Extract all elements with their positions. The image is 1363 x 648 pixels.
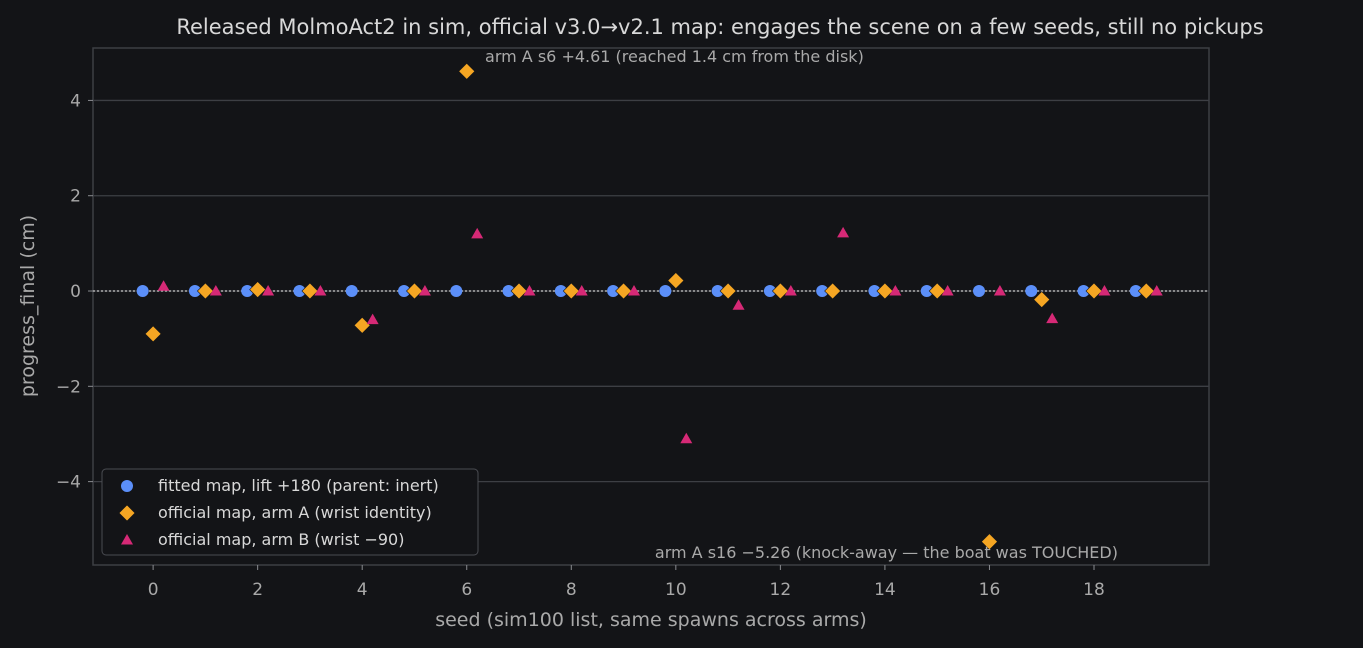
legend-label-1: fitted map, lift +180 (parent: inert)	[158, 476, 439, 495]
series-3-triangle-point	[418, 285, 431, 296]
series-1-circle-point	[293, 285, 306, 298]
series-3-triangle-point	[1046, 312, 1059, 324]
x-tick-label: 4	[357, 580, 368, 600]
series-1-circle-point	[763, 285, 776, 298]
series-2-diamond-point	[981, 533, 998, 551]
annotation-1: arm A s6 +4.61 (reached 1.4 cm from the …	[485, 47, 864, 66]
series-2-diamond-point	[928, 282, 946, 300]
series-3-triangle-point	[471, 227, 484, 239]
x-tick-label: 0	[148, 580, 159, 600]
series-2-diamond-point	[719, 282, 737, 300]
x-tick-label: 16	[979, 580, 1001, 600]
series-1-circle-point	[398, 285, 411, 298]
x-tick-label: 10	[665, 580, 687, 600]
series-3-triangle-point	[993, 285, 1006, 296]
series-2-diamond-point	[615, 282, 632, 300]
series-3-triangle-point	[889, 285, 902, 296]
series-3-triangle-point	[1098, 285, 1111, 296]
legend: fitted map, lift +180 (parent: inert) off…	[101, 468, 479, 556]
series-3-triangle-point	[209, 285, 222, 296]
y-tick-label: 4	[70, 91, 81, 111]
y-axis-label: progress_final (cm)	[17, 215, 39, 397]
series-1-circle-point	[554, 285, 567, 298]
series-2-diamond-point	[144, 325, 162, 343]
series-3-triangle-point	[784, 285, 797, 296]
legend-box	[101, 468, 479, 556]
series-3-triangle-point	[262, 285, 275, 296]
x-tick-label: 12	[770, 580, 792, 600]
series-3-triangle-point	[680, 432, 693, 444]
series-1-circle-point	[136, 285, 149, 298]
series-3-triangle-point	[157, 280, 170, 291]
series-1-circle-point	[868, 285, 881, 298]
series-1-circle-point	[607, 285, 620, 298]
annotation-2: arm A s16 −5.26 (knock-away — the boat w…	[655, 543, 1118, 562]
series-2-diamond-point	[1085, 282, 1103, 300]
chart-title: Released MolmoAct2 in sim, official v3.0…	[176, 15, 1263, 39]
x-tick-label: 18	[1083, 580, 1105, 600]
series-2-diamond-point	[458, 62, 476, 80]
series-1-circle-point	[241, 285, 254, 298]
legend-label-3: official map, arm B (wrist −90)	[158, 530, 404, 549]
series-2-diamond-point	[771, 282, 789, 300]
series-1-circle-point	[659, 285, 672, 298]
series-2-diamond-point	[1137, 282, 1155, 300]
y-tick-label: 2	[70, 187, 81, 207]
series-2-diamond-point	[196, 282, 214, 300]
series-1-circle-point	[816, 285, 829, 298]
series-1-circle-point	[1129, 285, 1142, 298]
series-2-diamond-point	[1033, 291, 1051, 309]
x-tick-label: 2	[252, 580, 263, 600]
series-2-diamond-point	[562, 282, 580, 300]
series-1-circle-point	[1077, 285, 1090, 298]
series-2-diamond-point	[301, 282, 319, 300]
series-1-circle-point	[973, 285, 986, 298]
series-3-triangle-point	[732, 299, 745, 310]
y-tick-label: 0	[70, 282, 81, 302]
series-3-triangle-point	[523, 285, 536, 296]
x-tick-label: 6	[461, 580, 472, 600]
data-marks	[136, 62, 1163, 551]
y-tick-label: −4	[56, 473, 81, 493]
series-2-diamond-point	[824, 282, 842, 300]
legend-triangle-marker	[121, 534, 133, 545]
series-2-diamond-point	[510, 282, 528, 300]
legend-label-2: official map, arm A (wrist identity)	[158, 503, 432, 522]
series-2-diamond-point	[406, 282, 423, 300]
series-2-diamond-point	[876, 282, 894, 300]
legend-diamond-marker	[118, 504, 136, 522]
x-axis-label: seed (sim100 list, same spawns across ar…	[435, 609, 867, 631]
series-3-triangle-point	[837, 226, 850, 238]
series-1-circle-point	[1025, 285, 1038, 298]
series-3-triangle-point	[575, 285, 588, 296]
x-tick-label: 8	[566, 580, 577, 600]
series-1-circle-point	[188, 285, 201, 298]
series-3-triangle-point	[628, 285, 641, 296]
annotations: arm A s6 +4.61 (reached 1.4 cm from the …	[485, 47, 1118, 562]
plot-area	[92, 47, 1210, 566]
series-1-circle-point	[920, 285, 933, 298]
axis-ticks: −4 −2 0 2 4 0 2 4 6 8 10 12 14 16 18	[56, 91, 1105, 600]
series-3-triangle-point	[314, 285, 327, 296]
series-3-triangle-point	[941, 285, 954, 296]
series-3-triangle-point	[1150, 285, 1163, 296]
y-tick-label: −2	[56, 377, 81, 397]
series-3-triangle-point	[366, 313, 379, 325]
series-1-circle-point	[711, 285, 724, 298]
series-1-circle-point	[502, 285, 515, 298]
series-2-diamond-point	[667, 272, 685, 289]
series-1-circle-point	[450, 285, 463, 298]
series-2-diamond-point	[249, 281, 267, 299]
legend-circle-marker	[121, 480, 133, 492]
x-tick-label: 14	[874, 580, 896, 600]
series-1-circle-point	[345, 285, 358, 298]
